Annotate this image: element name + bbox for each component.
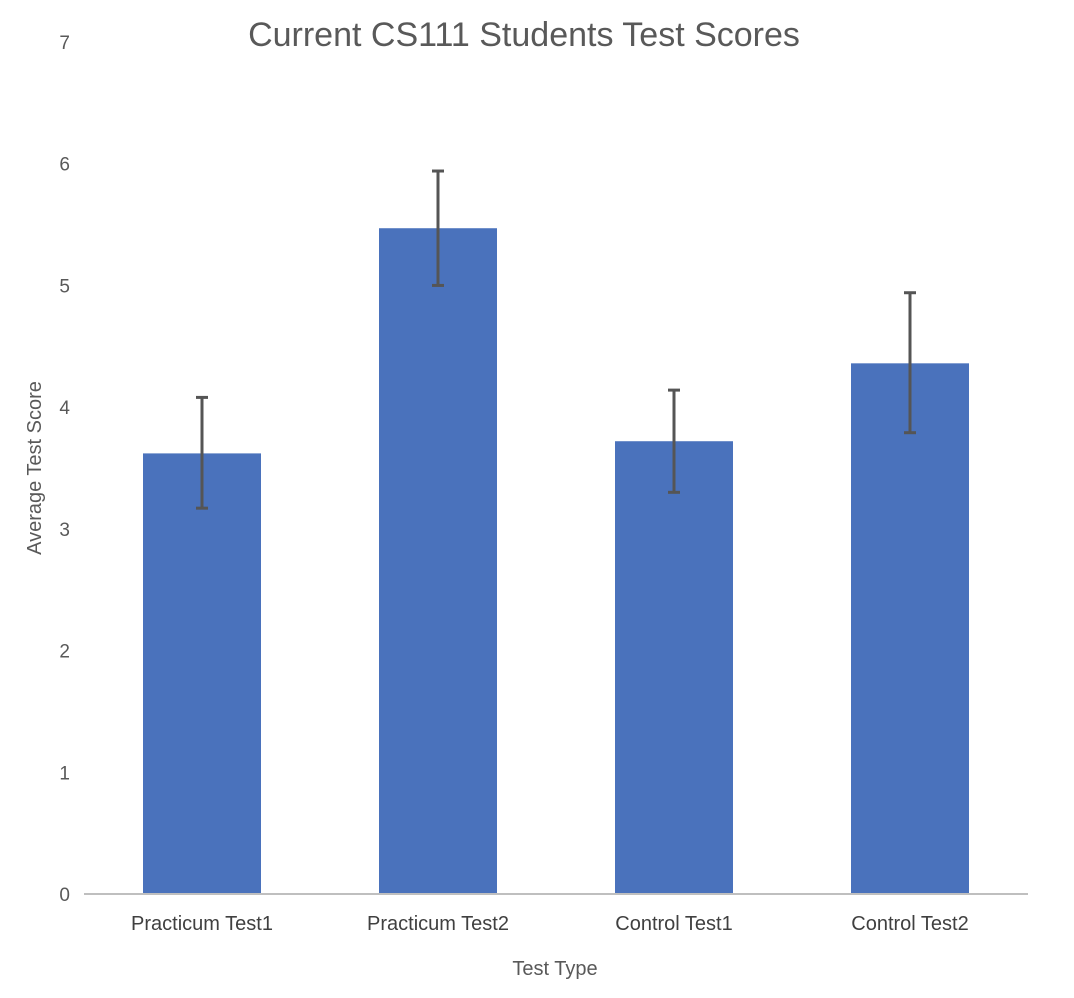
y-tick-label: 6 <box>59 155 70 176</box>
error-bars <box>196 169 916 510</box>
error-bar <box>904 291 916 435</box>
bar <box>143 453 261 894</box>
error-bar <box>668 388 680 494</box>
y-tick-label: 2 <box>59 642 70 663</box>
y-tick-label: 0 <box>59 885 70 906</box>
category-label: Control Test2 <box>851 913 968 935</box>
x-axis-title: Test Type <box>512 958 597 980</box>
bars <box>143 228 969 895</box>
y-tick-label: 1 <box>59 763 70 784</box>
y-tick-label: 7 <box>59 33 70 54</box>
category-label: Control Test1 <box>615 913 732 935</box>
category-labels: Practicum Test1 Practicum Test2 Control Te… <box>131 913 969 935</box>
category-label: Practicum Test1 <box>131 913 273 935</box>
bar <box>379 228 497 895</box>
chart-title: Current CS111 Students Test Scores <box>248 16 800 54</box>
y-tick-labels: 0 1 2 3 4 5 6 7 <box>59 33 70 906</box>
error-bar <box>196 395 208 510</box>
y-tick-label: 5 <box>59 276 70 297</box>
category-label: Practicum Test2 <box>367 913 509 935</box>
bar <box>615 441 733 894</box>
bar <box>851 363 969 895</box>
error-bar <box>432 169 444 287</box>
y-tick-label: 4 <box>59 398 70 419</box>
y-tick-label: 3 <box>59 520 70 541</box>
y-axis-title: Average Test Score <box>24 381 46 555</box>
